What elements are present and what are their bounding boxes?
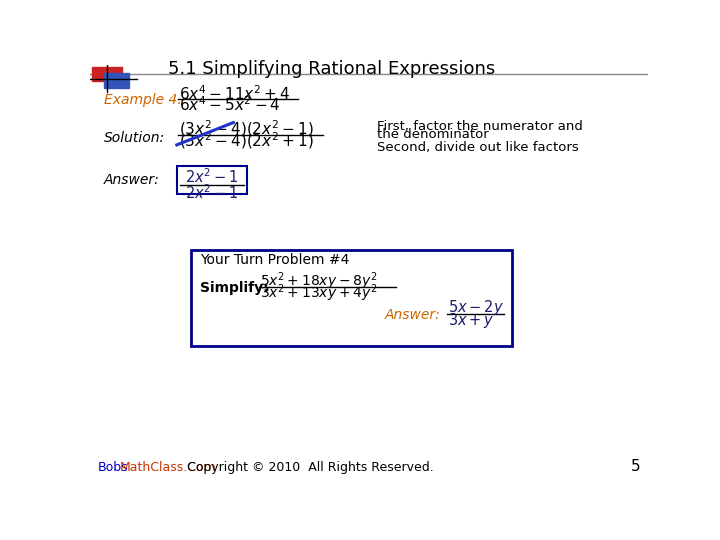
Bar — [92, 67, 122, 81]
Text: Copyright © 2010  All Rights Reserved.: Copyright © 2010 All Rights Reserved. — [183, 462, 433, 475]
Text: Simplify:: Simplify: — [200, 281, 269, 295]
Text: $2x^{2}-1$: $2x^{2}-1$ — [185, 167, 238, 186]
Bar — [191, 249, 513, 346]
Text: $5x-2y$: $5x-2y$ — [448, 298, 504, 317]
Text: $6x^{4}-11x^{2}+4$: $6x^{4}-11x^{2}+4$ — [179, 84, 290, 103]
Text: 5.1 Simplifying Rational Expressions: 5.1 Simplifying Rational Expressions — [168, 60, 495, 78]
Text: $3x+y$: $3x+y$ — [448, 311, 495, 330]
Text: $3x^{2}+13xy+4y^{2}$: $3x^{2}+13xy+4y^{2}$ — [261, 283, 378, 305]
Text: MathClass.Com: MathClass.Com — [120, 462, 216, 475]
Text: First, factor the numerator and: First, factor the numerator and — [377, 120, 582, 133]
Text: Answer:: Answer: — [384, 308, 440, 322]
Text: $5x^{2}+18xy-8y^{2}$: $5x^{2}+18xy-8y^{2}$ — [261, 271, 378, 292]
Text: $6x^{4}-5x^{2}-4$: $6x^{4}-5x^{2}-4$ — [179, 96, 281, 114]
Text: Bobs: Bobs — [98, 462, 128, 475]
Bar — [104, 72, 129, 88]
Text: Second, divide out like factors: Second, divide out like factors — [377, 141, 578, 154]
Text: Example 4.: Example 4. — [104, 93, 181, 107]
Text: 5: 5 — [631, 460, 640, 475]
Text: Your Turn Problem #4: Your Turn Problem #4 — [200, 253, 349, 267]
Text: $(3x^{2}-4)(2x^{2}+1)$: $(3x^{2}-4)(2x^{2}+1)$ — [179, 131, 314, 151]
Bar — [177, 166, 246, 194]
Text: Answer:: Answer: — [104, 173, 160, 187]
Text: the denominator: the denominator — [377, 129, 488, 141]
Text: Solution:: Solution: — [104, 131, 165, 145]
Text: $(3x^{2}-4)(2x^{2}-1)$: $(3x^{2}-4)(2x^{2}-1)$ — [179, 118, 314, 139]
Text: $2x^{2}-1$: $2x^{2}-1$ — [185, 183, 238, 202]
